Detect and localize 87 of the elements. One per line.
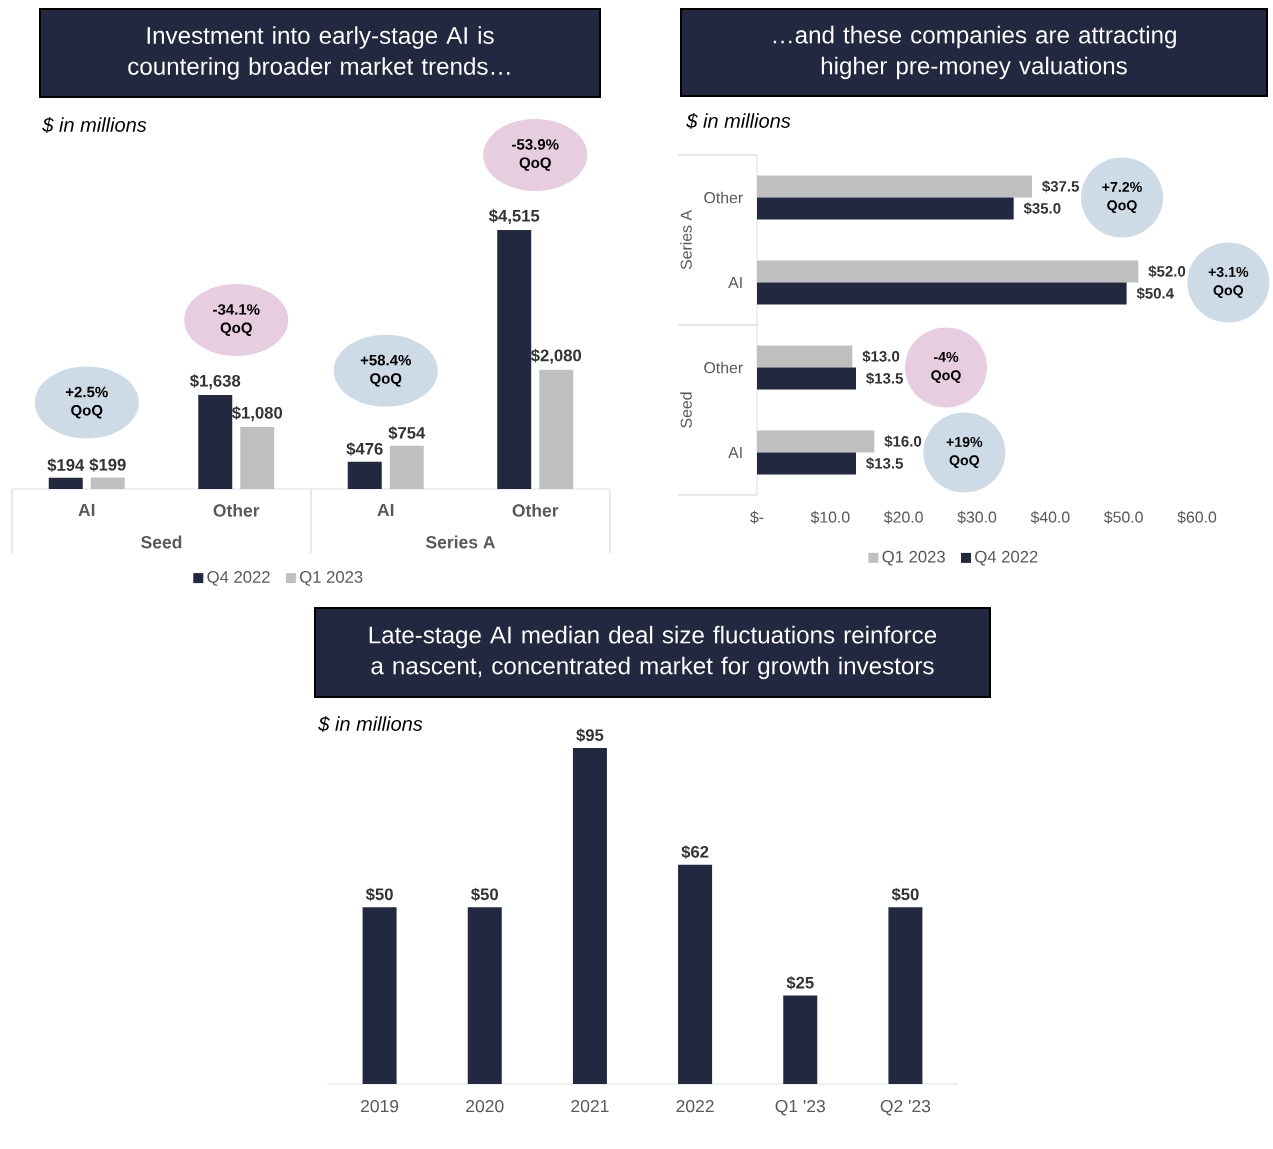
x-tick-label: $60.0: [1177, 510, 1217, 524]
bar: [757, 430, 875, 453]
legend-label: Q4 2022: [207, 571, 270, 586]
data-label: $194: [47, 458, 85, 472]
x-tick-label: $20.0: [884, 510, 923, 524]
data-label: $1,080: [231, 406, 283, 422]
data-label: $13.5: [866, 372, 903, 385]
x-tick-label: 2022: [676, 1099, 714, 1113]
x-tick-label: AI: [377, 503, 394, 516]
bar: [888, 907, 923, 1084]
annotation: -34.1% QoQ: [213, 304, 260, 336]
data-label: $1,638: [189, 374, 241, 390]
legend-label: Q1 2023: [882, 550, 945, 566]
bar: [467, 907, 502, 1084]
x-tick-label: $40.0: [1030, 510, 1070, 524]
data-label: $95: [576, 728, 604, 743]
data-label: $476: [346, 442, 383, 456]
bar: [783, 995, 818, 1084]
bar: [240, 427, 275, 489]
data-label: $50.4: [1136, 287, 1174, 300]
bar: [198, 395, 233, 489]
x-tick-label: $-: [750, 510, 764, 524]
data-label: $13.5: [866, 457, 903, 470]
bar: [90, 477, 125, 489]
bar: [757, 282, 1127, 305]
annotation: +2.5% QoQ: [65, 386, 108, 419]
y-tick-label: Other: [704, 191, 743, 204]
bar: [539, 369, 574, 489]
bar: [389, 445, 424, 489]
data-label: $62: [681, 845, 709, 859]
bar: [757, 345, 853, 368]
bar: [757, 175, 1032, 198]
text: Series A: [425, 535, 496, 549]
y-tick-label: AI: [728, 277, 742, 288]
data-label: $13.0: [862, 350, 900, 363]
data-label: $25: [786, 976, 814, 990]
data-label: $754: [388, 426, 426, 440]
bar: [48, 477, 83, 489]
x-tick-label: 2020: [466, 1099, 504, 1113]
chart-subtitle: $ in millions: [318, 715, 423, 733]
data-label: $199: [89, 458, 126, 472]
chart-subtitle: $ in millions: [686, 112, 791, 130]
annotation: +7.2% QoQ: [1102, 181, 1142, 213]
x-tick-label: $10.0: [810, 510, 850, 524]
bar: [347, 461, 382, 489]
text: -53.9% QoQ: [512, 139, 559, 171]
x-tick-label: 2021: [571, 1099, 609, 1113]
bar: [757, 260, 1139, 283]
x-tick-label: AI: [78, 503, 95, 516]
x-tick-label: Q2 '23: [880, 1099, 931, 1116]
x-tick-label: Other: [213, 503, 260, 517]
chart-title: Investment into early-stage AI is countering broader market trends…: [128, 26, 510, 80]
legend-label: Q1 2023: [300, 571, 363, 586]
x-tick-label: $30.0: [957, 510, 997, 524]
data-label: $37.5: [1042, 180, 1079, 193]
bar: [678, 864, 713, 1084]
bar: [362, 907, 397, 1084]
bar: [757, 197, 1014, 220]
x-tick-label: $50.0: [1104, 510, 1143, 524]
text: Seed: [141, 535, 182, 549]
chart-title: …and these companies are attracting higher pre-money valuations: [773, 25, 1176, 80]
annotation: +58.4% QoQ: [360, 354, 411, 387]
data-label: $2,080: [530, 348, 582, 364]
annotation: -4% QoQ: [931, 352, 961, 383]
data-label: $50: [365, 887, 393, 902]
x-tick-label: 2019: [361, 1099, 399, 1113]
x-tick-label: Q1 '23: [775, 1099, 825, 1116]
data-label: $52.0: [1148, 265, 1186, 278]
data-label: $50: [891, 887, 919, 902]
data-label: $4,515: [488, 209, 540, 225]
bar: [757, 452, 857, 475]
bar: [757, 367, 857, 390]
text: +3.1% QoQ: [1208, 266, 1249, 298]
chart-subtitle: $ in millions: [42, 116, 147, 134]
data-label: $35.0: [1023, 202, 1061, 215]
x-tick-label: Other: [512, 503, 559, 517]
y-tick-label: AI: [728, 447, 742, 458]
text: Series A: [680, 210, 692, 270]
data-label: $16.0: [884, 435, 922, 448]
bar: [572, 747, 607, 1084]
chart-title: Late-stage AI median deal size fluctuations reinforce a nascent, concentrated market for growth investors: [369, 625, 937, 680]
legend-label: Q4 2022: [975, 550, 1038, 566]
y-tick-label: Other: [704, 361, 743, 374]
bar: [497, 229, 532, 489]
annotation: +19% QoQ: [946, 436, 983, 468]
text: Seed: [680, 392, 692, 428]
data-label: $50: [471, 887, 498, 902]
